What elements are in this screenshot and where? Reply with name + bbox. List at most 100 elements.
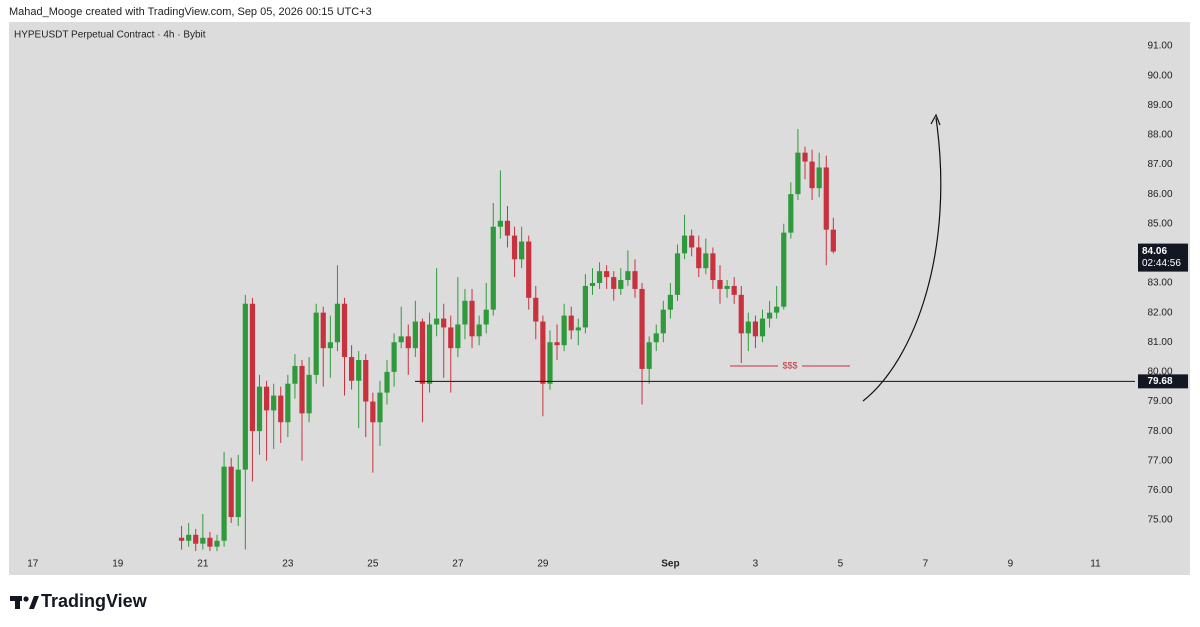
candle-body xyxy=(653,333,659,343)
candle-body xyxy=(667,294,674,310)
candle-body xyxy=(497,220,503,227)
candle-body xyxy=(674,253,681,295)
candle-body xyxy=(363,360,369,402)
candle-body xyxy=(476,324,482,337)
candle-body xyxy=(533,297,539,322)
arrow-head xyxy=(930,113,941,126)
candle-body xyxy=(469,300,475,337)
candle-body xyxy=(752,321,759,337)
chart-title: HYPEUSDT Perpetual Contract · 4h · Bybit xyxy=(14,30,206,41)
candle-body xyxy=(519,241,525,260)
candle-body xyxy=(320,312,326,349)
candle-body xyxy=(830,229,836,252)
candle-body xyxy=(391,342,397,372)
chart-area xyxy=(9,22,1190,575)
countdown: 02:44:56 xyxy=(1142,258,1181,269)
candle-body xyxy=(292,365,298,384)
candle-body xyxy=(639,288,645,369)
x-tick-label: 11 xyxy=(1090,559,1101,570)
candle-body xyxy=(774,306,780,313)
candle-body xyxy=(377,392,383,423)
support-label-box xyxy=(1138,374,1188,389)
last-price-box xyxy=(1138,243,1188,272)
y-tick-label: 81.00 xyxy=(1147,337,1172,348)
candle-body xyxy=(660,309,666,334)
x-tick-label: 23 xyxy=(282,559,294,570)
candle-body xyxy=(710,253,716,281)
candle-body xyxy=(717,280,723,289)
candle-body xyxy=(575,327,581,331)
x-tick-label: 17 xyxy=(27,559,39,570)
y-tick-label: 89.00 xyxy=(1147,100,1172,111)
logo xyxy=(10,596,39,609)
x-tick-label: 25 xyxy=(367,559,379,570)
candle-body xyxy=(306,374,312,414)
y-tick-label: 75.00 xyxy=(1147,515,1172,526)
candle-body xyxy=(370,401,376,423)
candle-body xyxy=(561,315,567,346)
logo-part xyxy=(15,596,20,609)
x-tick-label: 3 xyxy=(753,559,759,570)
candle-body xyxy=(816,167,822,189)
candle-body xyxy=(256,386,263,432)
y-tick-label: 91.00 xyxy=(1147,41,1172,52)
candle-body xyxy=(263,386,270,411)
x-tick-label: Sep xyxy=(661,559,679,570)
candle-body xyxy=(356,360,362,381)
candle-body xyxy=(186,534,192,541)
y-tick-label: 78.00 xyxy=(1147,426,1172,437)
candle-body xyxy=(334,303,341,343)
candle-body xyxy=(696,247,702,269)
credit: Mahad_Mooge created with TradingView.com… xyxy=(9,6,372,18)
candle-body xyxy=(235,469,241,518)
candle-body xyxy=(384,371,390,393)
candle-body xyxy=(242,303,248,470)
candle-body xyxy=(511,235,518,260)
y-tick-label: 80.00 xyxy=(1147,367,1172,378)
candle-body xyxy=(589,283,596,286)
candle-body xyxy=(419,321,426,384)
candle-body xyxy=(759,318,766,337)
candle-body xyxy=(582,285,588,328)
candle-body xyxy=(249,303,256,432)
candle-body xyxy=(554,342,560,346)
logo-part xyxy=(23,596,29,602)
candle-body xyxy=(526,241,532,298)
candle-body xyxy=(738,294,744,334)
candle-body xyxy=(766,312,773,319)
x-tick-label: 9 xyxy=(1008,559,1014,570)
candle-body xyxy=(604,271,610,278)
candle-body xyxy=(349,357,355,381)
candle-body xyxy=(448,327,454,349)
y-tick-label: 83.00 xyxy=(1147,278,1172,289)
x-tick-label: 29 xyxy=(537,559,549,570)
candle-body xyxy=(802,152,808,162)
candle-body xyxy=(193,534,199,544)
candle-body xyxy=(271,395,277,411)
candle-body xyxy=(724,285,730,289)
candle-body xyxy=(341,303,348,358)
last-price-label: 84.06 xyxy=(1142,246,1167,257)
candle-body xyxy=(611,277,617,289)
candle-body xyxy=(689,235,695,248)
candle-body xyxy=(299,365,305,414)
candle-body xyxy=(618,280,624,289)
support-label: 79.68 xyxy=(1147,376,1172,387)
candle-body xyxy=(625,271,631,281)
candle-body xyxy=(207,537,213,547)
candle-body xyxy=(285,383,291,423)
candle-body xyxy=(596,271,603,284)
logo-part xyxy=(29,596,39,609)
candle-body xyxy=(681,235,688,254)
candle-body xyxy=(313,312,319,375)
candle-body xyxy=(405,336,411,349)
y-tick-label: 85.00 xyxy=(1147,218,1172,229)
y-tick-label: 88.00 xyxy=(1147,130,1172,141)
candle-body xyxy=(788,194,794,233)
candle-body xyxy=(781,232,787,307)
candle-body xyxy=(490,226,496,310)
candle-body xyxy=(703,253,709,269)
candle-body xyxy=(327,342,333,349)
x-tick-label: 7 xyxy=(923,559,929,570)
